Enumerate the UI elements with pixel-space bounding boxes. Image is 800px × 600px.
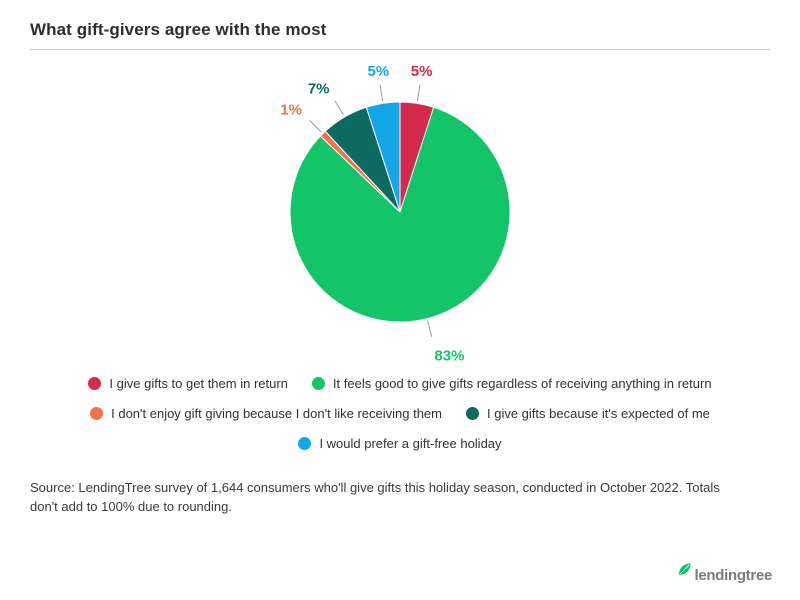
source-note: Source: LendingTree survey of 1,644 cons… [30, 480, 720, 514]
legend-label-0: I give gifts to get them in return [109, 376, 288, 391]
legend-label-1: It feels good to give gifts regardless o… [332, 376, 712, 391]
lendingtree-logo: lendingtree [676, 563, 772, 584]
slice-leader-line-0 [416, 84, 421, 102]
legend-item-3: I give gifts because it's expected of me [466, 406, 710, 421]
slice-leader-line-2 [309, 119, 322, 133]
title-divider [30, 49, 770, 50]
chart-legend: I give gifts to get them in return It fee… [20, 376, 780, 451]
slice-percent-label-4: 5% [368, 63, 390, 80]
leaf-icon [679, 563, 691, 576]
slice-percent-label-3: 7% [308, 80, 330, 97]
slice-leader-line-4 [379, 84, 384, 102]
legend-item-0: I give gifts to get them in return [88, 376, 288, 391]
legend-dot-0 [88, 377, 102, 390]
legend-dot-2 [90, 407, 104, 420]
logo-wordmark: lendingtree [694, 567, 772, 584]
slice-leader-line-1 [427, 320, 433, 337]
legend-item-4: I would prefer a gift-free holiday [298, 436, 502, 451]
slice-leader-line-3 [334, 100, 344, 116]
page-title: What gift-givers agree with the most [30, 20, 327, 39]
legend-item-1: It feels good to give gifts regardless o… [311, 376, 712, 391]
legend-label-2: I don't enjoy gift giving because I don'… [111, 406, 442, 421]
slice-percent-label-2: 1% [280, 101, 302, 118]
legend-item-2: I don't enjoy gift giving because I don'… [90, 406, 442, 421]
legend-dot-1 [311, 377, 325, 390]
legend-dot-3 [466, 407, 479, 420]
legend-label-4: I would prefer a gift-free holiday [319, 436, 502, 451]
pie-slice-4 [365, 101, 401, 213]
slice-percent-label-0: 5% [411, 63, 433, 80]
header: What gift-givers agree with the most [0, 0, 800, 50]
slice-percent-label-1: 83% [434, 347, 464, 364]
legend-label-3: I give gifts because it's expected of me [487, 406, 710, 421]
legend-dot-4 [298, 437, 312, 450]
pie-chart: 5% 83% 1% 7% 5% [280, 63, 511, 364]
pie-slice-1 [289, 106, 511, 323]
